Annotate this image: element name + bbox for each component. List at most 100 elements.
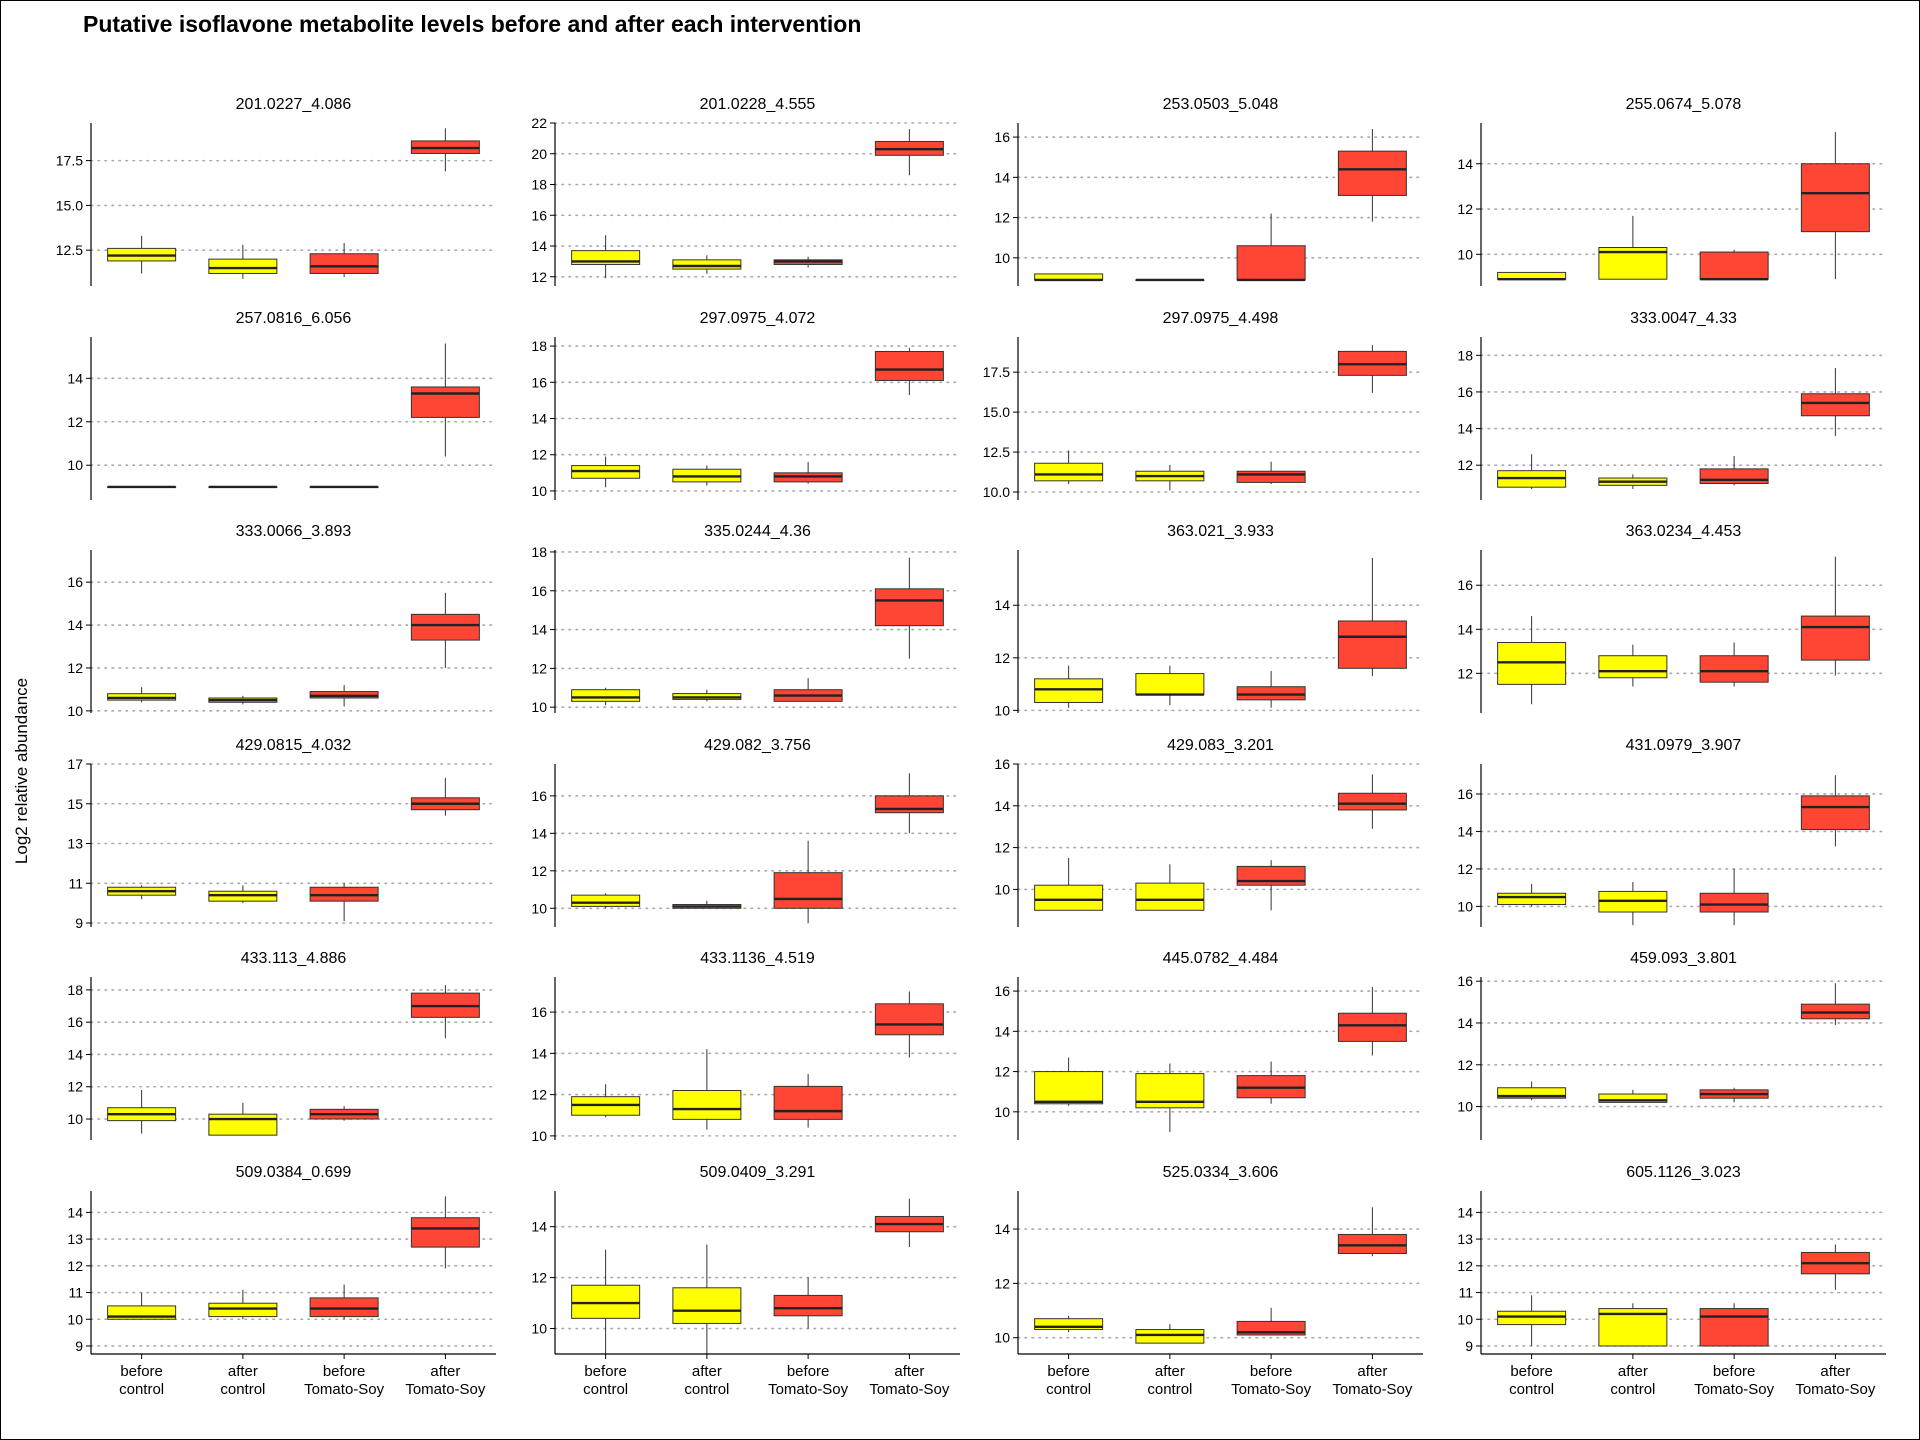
y-tick-label: 14 (67, 1046, 83, 1062)
box-before-tomato-soy (1699, 249, 1769, 281)
y-tick-label: 11 (68, 1285, 83, 1301)
box-after-control (1135, 464, 1205, 491)
y-tick-label: 11 (1458, 1285, 1473, 1301)
y-tick-label: 14 (994, 1023, 1010, 1039)
box-before-tomato-soy (1236, 670, 1306, 708)
box-before-control (107, 885, 177, 900)
box-after-tomato-soy (1800, 556, 1870, 676)
box-after-control (208, 885, 278, 904)
panel-17: 433.1136_4.519 10 12 14 16 (531, 950, 961, 1144)
y-tick-label: 12 (1457, 861, 1473, 877)
box-after-tomato-soy (874, 557, 944, 659)
box-before-control (1497, 271, 1567, 281)
x-tick-label: before control (1046, 1363, 1091, 1398)
box-after-tomato-soy (410, 1196, 480, 1269)
box-after-tomato-soy (874, 129, 944, 176)
x-tick-label: after control (220, 1363, 265, 1398)
y-tick-label: 16 (531, 374, 547, 390)
box-before-tomato-soy (1699, 1087, 1769, 1103)
panel-title: 363.0234_4.453 (1626, 523, 1742, 540)
y-tick-label: 10 (1457, 1311, 1473, 1327)
box-before-control (571, 1084, 641, 1118)
panel-title: 431.0979_3.907 (1626, 737, 1742, 754)
panel-10: 363.021_3.933 10 12 14 (994, 523, 1424, 718)
box-before-control (571, 235, 641, 279)
box-before-control (571, 893, 641, 909)
box-before-control (107, 1292, 177, 1320)
box-iqr (1135, 1329, 1205, 1344)
y-tick-label: 14 (531, 622, 547, 638)
box-iqr (773, 872, 843, 909)
box-after-tomato-soy (410, 343, 480, 457)
box-iqr (1034, 462, 1104, 482)
box-before-control (1034, 273, 1104, 282)
panel-title: 509.0384_0.699 (236, 1164, 352, 1181)
panel-title: 333.0047_4.33 (1630, 310, 1737, 327)
x-tick-label: after control (1610, 1363, 1655, 1398)
y-tick-label: 17.5 (983, 364, 1010, 380)
box-iqr (672, 1089, 742, 1120)
box-iqr (208, 1113, 278, 1136)
panel-23: 605.1126_3.023 9 10 11 12 13 14 before control af… (1457, 1164, 1887, 1398)
y-tick-label: 22 (531, 115, 547, 131)
y-tick-label: 10 (994, 1330, 1010, 1346)
y-tick-label: 12 (1457, 1057, 1473, 1073)
box-iqr (410, 1217, 480, 1248)
y-tick-label: 16 (67, 1014, 83, 1030)
box-iqr (208, 1302, 278, 1318)
x-tick-label: after Tomato-Soy (869, 1363, 950, 1398)
box-before-control (107, 687, 177, 703)
panel-18: 445.0782_4.484 10 12 14 16 (994, 950, 1424, 1140)
box-iqr (1598, 655, 1668, 679)
x-tick-label: before Tomato-Soy (1231, 1363, 1312, 1398)
y-tick-label: 10 (1457, 246, 1473, 262)
y-tick-label: 16 (531, 583, 547, 599)
box-before-tomato-soy (1699, 456, 1769, 486)
y-tick-label: 15.0 (983, 404, 1010, 420)
panel-1: 201.0228_4.555 12 14 16 18 20 22 (531, 96, 961, 286)
panel-16: 433.113_4.886 10 12 14 16 18 (67, 950, 497, 1140)
y-tick-label: 12 (531, 447, 547, 463)
x-tick-label: after control (684, 1363, 729, 1398)
x-tick-label: before control (119, 1363, 164, 1398)
y-tick-label: 14 (531, 411, 547, 427)
panel-title: 605.1126_3.023 (1626, 1164, 1741, 1181)
box-iqr (1337, 1012, 1407, 1042)
box-after-tomato-soy (1337, 129, 1407, 222)
box-iqr (1034, 884, 1104, 911)
box-before-control (1497, 1081, 1567, 1101)
y-tick-label: 12 (1457, 201, 1473, 217)
panel-15: 431.0979_3.907 10 12 14 16 (1457, 737, 1887, 927)
panel-3: 255.0674_5.078 10 12 14 (1457, 96, 1887, 286)
box-iqr (208, 258, 278, 274)
x-tick-label: after control (1147, 1363, 1192, 1398)
y-axis-label: Log2 relative abundance (12, 678, 31, 864)
y-tick-label: 12 (1457, 1258, 1473, 1274)
y-tick-label: 9 (75, 915, 83, 931)
box-iqr (1699, 655, 1769, 683)
y-tick-label: 14 (67, 370, 83, 386)
box-after-tomato-soy (410, 592, 480, 668)
y-tick-label: 10 (994, 702, 1010, 718)
box-iqr (309, 1297, 379, 1318)
y-tick-label: 14 (994, 1221, 1010, 1237)
box-iqr (1034, 678, 1104, 703)
box-after-control (1135, 665, 1205, 706)
x-tick-label: before Tomato-Soy (304, 1363, 385, 1398)
panel-title: 459.093_3.801 (1630, 950, 1737, 967)
y-tick-label: 11 (68, 875, 83, 891)
y-tick-label: 16 (531, 788, 547, 804)
box-before-control (1497, 454, 1567, 490)
panel-20: 509.0384_0.699 9 10 11 12 13 14 before control af… (67, 1164, 497, 1398)
box-after-control (1598, 215, 1668, 280)
panel-title: 255.0674_5.078 (1626, 96, 1742, 113)
box-iqr (773, 1085, 843, 1120)
panel-title: 257.0816_6.056 (236, 310, 352, 327)
y-tick-label: 10.0 (983, 484, 1010, 500)
y-tick-label: 14 (67, 617, 83, 633)
y-tick-label: 10 (1457, 898, 1473, 914)
box-before-control (1034, 858, 1104, 911)
y-tick-label: 16 (1457, 786, 1473, 802)
